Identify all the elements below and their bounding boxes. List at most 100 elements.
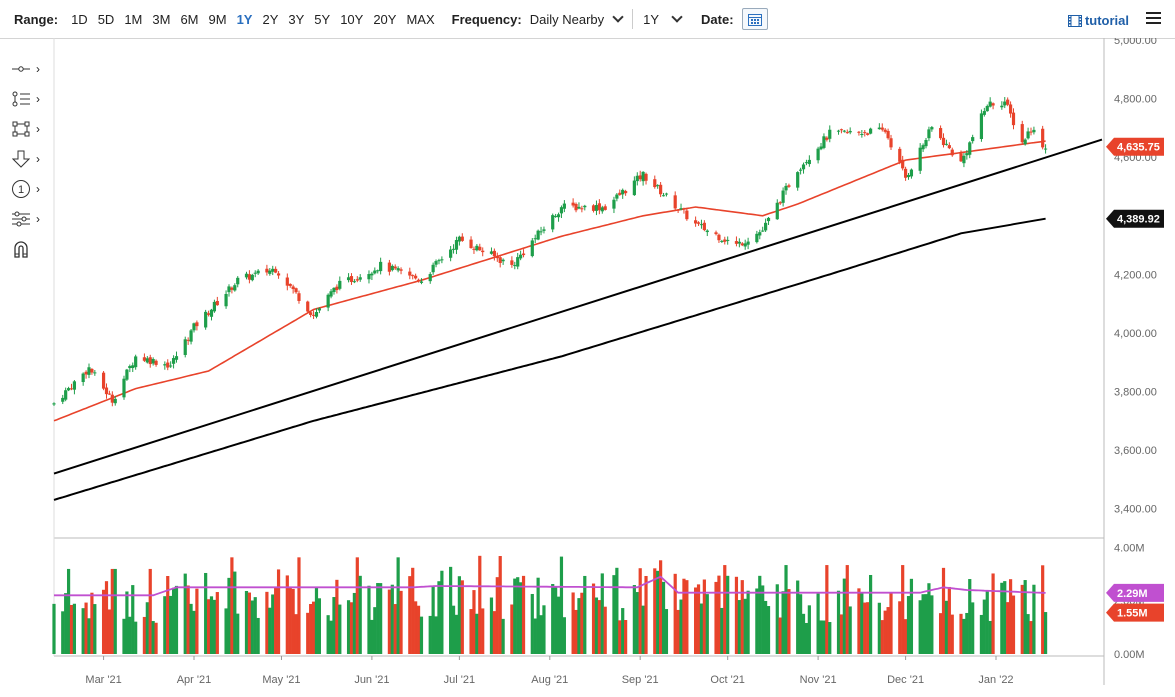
volume-bar — [906, 596, 911, 654]
volume-bar — [265, 591, 269, 654]
candle-up — [988, 101, 992, 107]
range-option-max[interactable]: MAX — [406, 11, 435, 27]
volume-bar — [539, 615, 543, 654]
volume-bar — [408, 576, 412, 654]
candle-up — [253, 272, 257, 274]
volume-bar — [128, 616, 132, 654]
range-option-20y[interactable]: 20Y — [373, 11, 397, 27]
volume-bar — [285, 575, 289, 654]
range-option-10y[interactable]: 10Y — [340, 11, 364, 27]
candle-up — [224, 293, 228, 307]
candle-down — [740, 243, 744, 246]
range-option-2y[interactable]: 2Y — [262, 11, 279, 27]
volume-bar — [921, 594, 925, 654]
chevron-down-icon — [671, 11, 683, 23]
candle-up — [705, 230, 709, 233]
candle-up — [431, 264, 435, 273]
candle-up — [358, 277, 362, 280]
candle-up — [501, 259, 505, 262]
arrow-tools[interactable]: › — [8, 144, 52, 174]
candle-up — [927, 129, 931, 139]
candle-down — [469, 239, 473, 249]
volume-bar — [816, 593, 820, 654]
volume-bar — [801, 613, 806, 654]
candle-up — [554, 216, 558, 218]
volume-bar — [924, 594, 928, 654]
candle-down — [941, 137, 946, 146]
range-option-6m[interactable]: 6M — [180, 11, 199, 27]
candle-up — [122, 378, 126, 398]
crosshair-tool[interactable]: › — [8, 54, 52, 84]
volume-avg-tag-bg — [1106, 583, 1164, 602]
candle-down — [723, 239, 727, 242]
candle-up — [271, 268, 275, 272]
range-option-3m[interactable]: 3M — [152, 11, 171, 27]
volume-bar — [355, 557, 359, 654]
volume-bar — [478, 555, 482, 654]
volume-bar — [653, 568, 657, 654]
range-option-1m[interactable]: 1M — [124, 11, 143, 27]
hamburger-menu-icon[interactable] — [1146, 12, 1161, 27]
measure-tools[interactable]: › — [8, 204, 52, 234]
candle-down — [142, 357, 147, 361]
candle-down — [901, 159, 905, 169]
volume-bar — [621, 608, 625, 654]
volume-bar — [104, 581, 109, 654]
volume-bar — [746, 590, 750, 654]
annotation-tools[interactable]: 1 › — [8, 174, 52, 204]
x-tick-label: Jul '21 — [444, 674, 475, 686]
magnet-tool[interactable] — [8, 234, 52, 264]
volume-bar — [174, 585, 179, 654]
candle-down — [276, 273, 281, 276]
range-option-5d[interactable]: 5D — [97, 11, 115, 27]
candle-up — [183, 339, 187, 355]
candle-down — [638, 175, 642, 180]
candle-up — [819, 146, 823, 150]
range-option-3y[interactable]: 3Y — [288, 11, 305, 27]
volume-bar — [110, 568, 114, 654]
volume-bar — [1011, 595, 1016, 654]
calendar-button[interactable] — [741, 8, 768, 30]
trend-tools[interactable]: › — [8, 84, 52, 114]
candle-up — [192, 323, 196, 331]
range-option-1d[interactable]: 1D — [71, 11, 88, 27]
tutorial-link[interactable]: tutorial — [1067, 13, 1129, 28]
crosshair-icon — [12, 66, 30, 72]
period-dropdown[interactable]: 1Y — [643, 11, 683, 27]
candle-up — [906, 174, 911, 178]
range-label: Range: — [14, 11, 59, 27]
candle-down — [247, 274, 252, 280]
candle-up — [338, 280, 342, 289]
price-chart[interactable]: Mar '21 Apr '21 May '21 Jun '21 Jul '21 Aug '… — [0, 38, 1175, 697]
volume-bar — [1029, 621, 1033, 654]
price-tick-label: 5,000.00 — [1114, 38, 1157, 47]
candle-down — [603, 206, 607, 210]
volume-bar — [559, 556, 564, 654]
volume-bar — [950, 614, 954, 654]
frequency-dropdown[interactable]: Daily Nearby — [530, 11, 624, 27]
candle-up — [971, 137, 975, 142]
range-option-1y[interactable]: 1Y — [236, 11, 253, 27]
volume-bar — [145, 602, 149, 654]
candle-down — [959, 153, 963, 162]
volume-bar — [530, 593, 534, 654]
volume-bar — [183, 573, 187, 654]
candle-up — [516, 257, 520, 267]
shape-tools[interactable]: › — [8, 114, 52, 144]
candle-down — [416, 279, 421, 282]
volume-bar — [807, 605, 811, 654]
candle-down — [618, 192, 622, 195]
volume-bar — [968, 579, 972, 654]
range-option-9m[interactable]: 9M — [208, 11, 227, 27]
volume-bars — [52, 555, 1048, 654]
volume-bar — [542, 605, 546, 654]
volume-bar — [309, 604, 313, 654]
volume-bar — [449, 566, 453, 654]
shape-tools-icon — [12, 121, 30, 137]
volume-bar — [737, 600, 741, 654]
range-option-5y[interactable]: 5Y — [314, 11, 331, 27]
candle-up — [562, 203, 566, 209]
volume-bar — [580, 592, 584, 654]
volume-bar — [434, 616, 438, 654]
volume-bar — [556, 596, 561, 654]
